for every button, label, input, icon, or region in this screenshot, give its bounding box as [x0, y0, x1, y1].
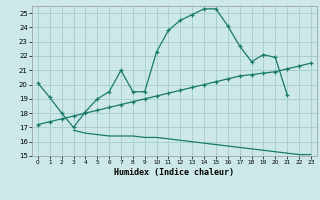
X-axis label: Humidex (Indice chaleur): Humidex (Indice chaleur) [115, 168, 234, 177]
